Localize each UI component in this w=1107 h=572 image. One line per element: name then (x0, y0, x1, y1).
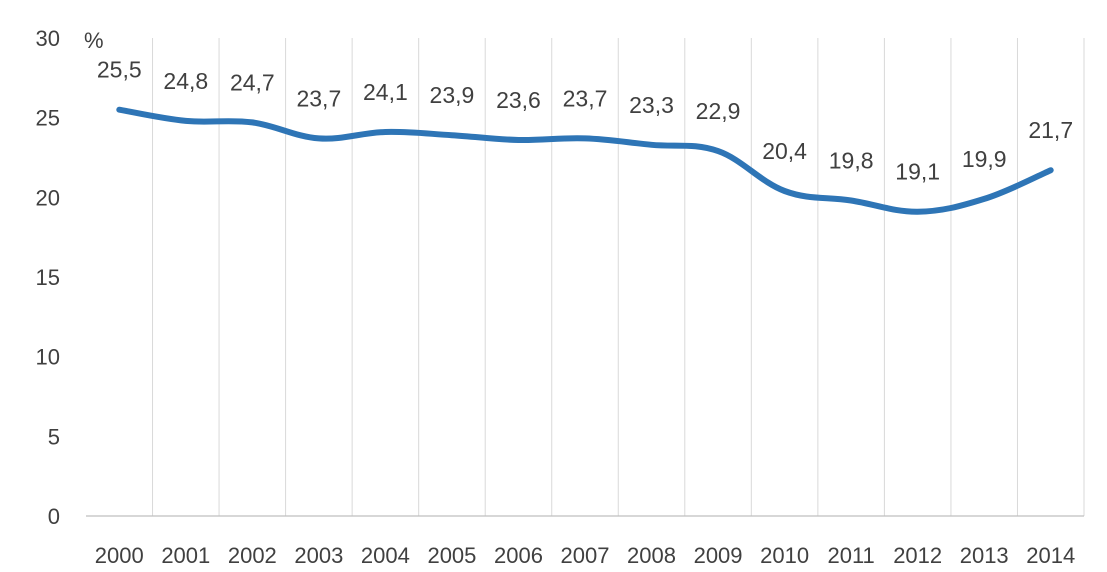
data-label: 22,9 (696, 98, 741, 124)
x-tick-label: 2004 (361, 543, 410, 568)
x-tick-label: 2003 (294, 543, 343, 568)
data-point-2008 (649, 142, 655, 148)
grid (152, 38, 1085, 516)
data-label: 21,7 (1028, 117, 1073, 143)
x-tick-label: 2007 (561, 543, 610, 568)
data-point-2009 (715, 148, 721, 154)
x-tick-label: 2006 (494, 543, 543, 568)
data-point-2003 (316, 135, 322, 141)
y-tick-label: 15 (36, 265, 60, 290)
x-tick-label: 2012 (893, 543, 942, 568)
data-label: 19,9 (962, 146, 1007, 172)
data-point-2012 (915, 209, 921, 215)
data-point-2014 (1048, 167, 1054, 173)
data-label: 23,7 (296, 85, 341, 111)
series-layer (116, 106, 1054, 215)
data-point-2010 (782, 188, 788, 194)
data-point-2007 (582, 135, 588, 141)
data-label: 19,1 (895, 159, 940, 185)
data-label: 19,8 (829, 148, 874, 174)
data-label: 23,6 (496, 87, 541, 113)
data-point-2011 (848, 198, 854, 204)
x-tick-label: 2010 (760, 543, 809, 568)
axes: 0 5 10 15 20 25 30 2000 2001 2002 2003 2004 2005 2006… (36, 26, 1084, 568)
x-tick-label: 2014 (1026, 543, 1075, 568)
x-tick-label: 2001 (161, 543, 210, 568)
data-label: 24,7 (230, 69, 275, 95)
data-label: 20,4 (762, 138, 807, 164)
data-label: 23,9 (430, 82, 475, 108)
x-tick-label: 2000 (95, 543, 144, 568)
data-label: 24,8 (163, 68, 208, 94)
data-label: 25,5 (97, 57, 142, 83)
data-labels: 25,5 24,8 24,7 23,7 24,1 23,9 23,6 23,7 23,3 22,9… (97, 57, 1073, 185)
x-tick-label: 2005 (427, 543, 476, 568)
y-tick-label: 30 (36, 26, 60, 51)
series-line (116, 106, 1054, 215)
y-axis-unit-label: % (84, 28, 104, 53)
x-tick-label: 2009 (694, 543, 743, 568)
y-tick-label: 25 (36, 106, 60, 131)
data-label: 23,7 (563, 85, 608, 111)
x-tick-label: 2013 (960, 543, 1009, 568)
x-tick-label: 2008 (627, 543, 676, 568)
data-point-2001 (183, 118, 189, 124)
y-tick-label: 5 (48, 424, 60, 449)
data-point-2000 (116, 107, 122, 113)
data-point-2006 (515, 137, 521, 143)
data-point-2004 (382, 129, 388, 135)
data-point-2002 (249, 119, 255, 125)
data-point-2013 (981, 196, 987, 202)
y-tick-label: 20 (36, 185, 60, 210)
x-tick-label: 2011 (827, 543, 874, 568)
data-label: 23,3 (629, 92, 674, 118)
y-tick-label: 0 (48, 504, 60, 529)
x-tick-label: 2002 (228, 543, 277, 568)
data-label: 24,1 (363, 79, 408, 105)
data-point-2005 (449, 132, 455, 138)
y-tick-label: 10 (36, 345, 60, 370)
